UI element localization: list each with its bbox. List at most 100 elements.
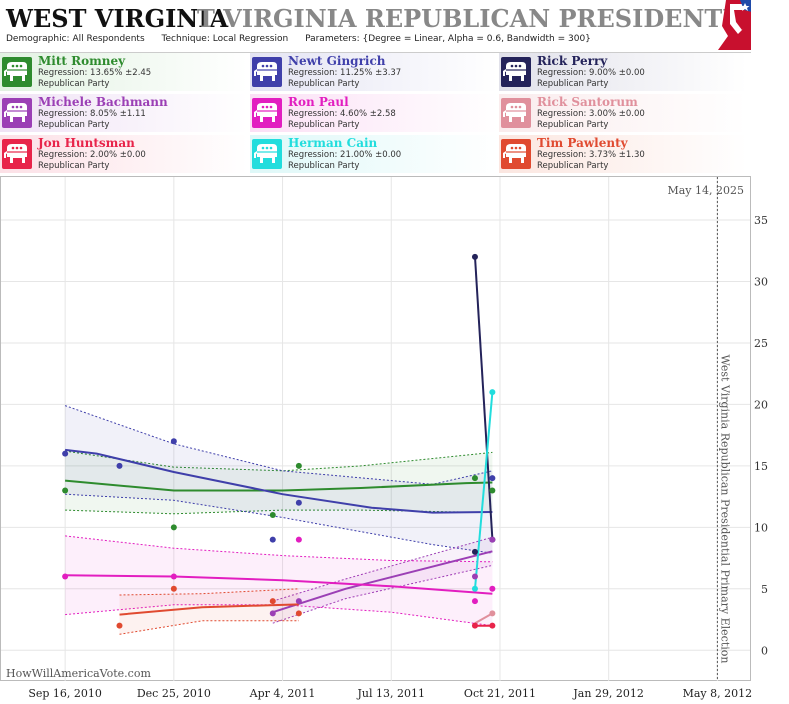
mitt-romney-point [62,487,69,494]
ron-paul-point [295,536,302,543]
x-tick-label: May 8, 2012 [683,687,753,700]
x-tick-label: Oct 21, 2011 [464,687,536,700]
y-tick-label: 0 [761,644,768,657]
candidate-party: Republican Party [288,161,360,171]
technique-label: Technique: [161,34,210,44]
ron-paul-trend-line [65,574,493,595]
legend-item-newt-gingrich[interactable]: Newt Gingrich Regression: 11.25% ±3.37 R… [250,53,498,91]
candidate-party: Republican Party [38,79,110,89]
tim-pawlenty-point [295,610,302,617]
legend-item-rick-perry[interactable]: Rick Perry Regression: 9.00% ±0.00 Repub… [499,53,747,91]
watermark: HowWillAmericaVote.com [6,667,151,680]
newt-gingrich-point [116,462,123,469]
y-tick-label: 10 [754,521,768,534]
candidate-name: Michele Bachmann [38,95,168,109]
tim-pawlenty-point [116,622,123,629]
y-tick-label: 30 [754,275,768,288]
current-date-label: May 14, 2025 [667,184,744,197]
parameters-value: {Degree = Linear, Alpha = 0.6, Bandwidth… [362,34,591,44]
candidate-regression: Regression: 13.65% ±2.45 [38,68,152,78]
candidate-party: Republican Party [537,79,609,89]
candidate-regression: Regression: 8.05% ±1.11 [38,109,146,119]
x-tick-label: Jul 13, 2011 [357,687,426,700]
newt-gingrich-point [295,499,302,506]
ron-paul-point [62,573,69,580]
candidate-name: Tim Pawlenty [537,136,628,150]
title-race: T VIRGINIA REPUBLICAN PRESIDENTIAL PRIMA [197,4,751,33]
y-tick-label: 15 [754,460,768,473]
legend-item-mitt-romney[interactable]: Mitt Romney Regression: 13.65% ±2.45 Rep… [0,53,248,91]
parameters-label: Parameters: [305,34,360,44]
title-state: WEST VIRGINIA [6,4,229,33]
candidate-regression: Regression: 9.00% ±0.00 [537,68,645,78]
candidate-regression: Regression: 21.00% ±0.00 [288,150,402,160]
y-tick-label: 20 [754,398,768,411]
newt-gingrich-point [62,450,69,457]
tim-pawlenty-trend-line [119,603,299,616]
candidate-party: Republican Party [537,161,609,171]
candidate-name: Ron Paul [288,95,349,109]
plot-frame [0,176,751,681]
election-label: West Virginia Republican Presidential Pr… [718,355,731,664]
x-axis-ticks: Sep 16, 2010 Dec 25, 2010 Apr 4, 2011 Jul 1… [28,687,752,700]
newt-gingrich-band-lower [65,493,493,554]
mitt-romney-band-upper [65,450,493,472]
y-tick-label: 35 [754,214,768,227]
legend-item-michele-bachmann[interactable]: Michele Bachmann Regression: 8.05% ±1.11… [0,94,248,132]
elephant-icon [2,57,32,87]
candidate-name: Rick Perry [537,54,608,68]
tim-pawlenty-band [119,588,299,635]
newt-gingrich-point [269,536,276,543]
legend-item-rick-santorum[interactable]: Rick Santorum Regression: 3.00% ±0.00 Re… [499,94,747,132]
mitt-romney-point [269,512,276,519]
legend-item-herman-cain[interactable]: Herman Cain Regression: 21.00% ±0.00 Rep… [250,135,498,173]
ron-paul-band-upper [65,535,493,563]
mitt-romney-band-lower [65,509,493,515]
candidate-party: Republican Party [288,79,360,89]
x-tick-label: Apr 4, 2011 [249,687,316,700]
tim-pawlenty-point [170,585,177,592]
technique-value: Local Regression [212,34,289,44]
candidate-name: Newt Gingrich [288,54,386,68]
elephant-icon [2,139,32,169]
mitt-romney-trend-line [65,479,493,492]
y-tick-label: 5 [761,583,768,596]
flag-logo-icon [718,0,751,50]
rick-perry-point [471,253,478,260]
legend-item-ron-paul[interactable]: Ron Paul Regression: 4.60% ±2.58 Republi… [250,94,498,132]
newt-gingrich-point [489,475,496,482]
legend-item-tim-pawlenty[interactable]: Tim Pawlenty Regression: 3.73% ±1.30 Rep… [499,135,747,173]
newt-gingrich-point [170,438,177,445]
herman-cain-point [471,585,478,592]
jon-huntsman-point [489,622,496,629]
elephant-icon [501,57,531,87]
elephant-icon [2,98,32,128]
tim-pawlenty-point [269,598,276,605]
herman-cain-point [489,389,496,396]
rick-santorum-point [489,610,496,617]
candidate-party: Republican Party [38,120,110,130]
candidate-name: Mitt Romney [38,54,126,68]
trend-lines [64,256,494,627]
legend-item-jon-huntsman[interactable]: Jon Huntsman Regression: 2.00% ±0.00 Rep… [0,135,248,173]
rick-perry-trend-line [474,256,494,540]
ron-paul-point [170,573,177,580]
elephant-icon [252,57,282,87]
candidate-regression: Regression: 4.60% ±2.58 [288,109,396,119]
mitt-romney-point [471,475,478,482]
x-tick-label: Sep 16, 2010 [28,687,102,700]
elephant-icon [252,98,282,128]
y-tick-label: 25 [754,337,768,350]
jon-huntsman-point [471,622,478,629]
mitt-romney-point [489,487,496,494]
rick-perry-point [471,548,478,555]
demographic-value: All Respondents [72,34,145,44]
candidate-regression: Regression: 3.73% ±1.30 [537,150,645,160]
mitt-romney-point [295,462,302,469]
chart-header: WEST VIRGINIA T VIRGINIA REPUBLICAN PRES… [0,0,751,53]
x-tick-label: Dec 25, 2010 [137,687,211,700]
herman-cain-trend-line [474,392,494,589]
michele-bachmann-point [269,610,276,617]
candidate-party: Republican Party [537,120,609,130]
poll-points [62,253,496,629]
